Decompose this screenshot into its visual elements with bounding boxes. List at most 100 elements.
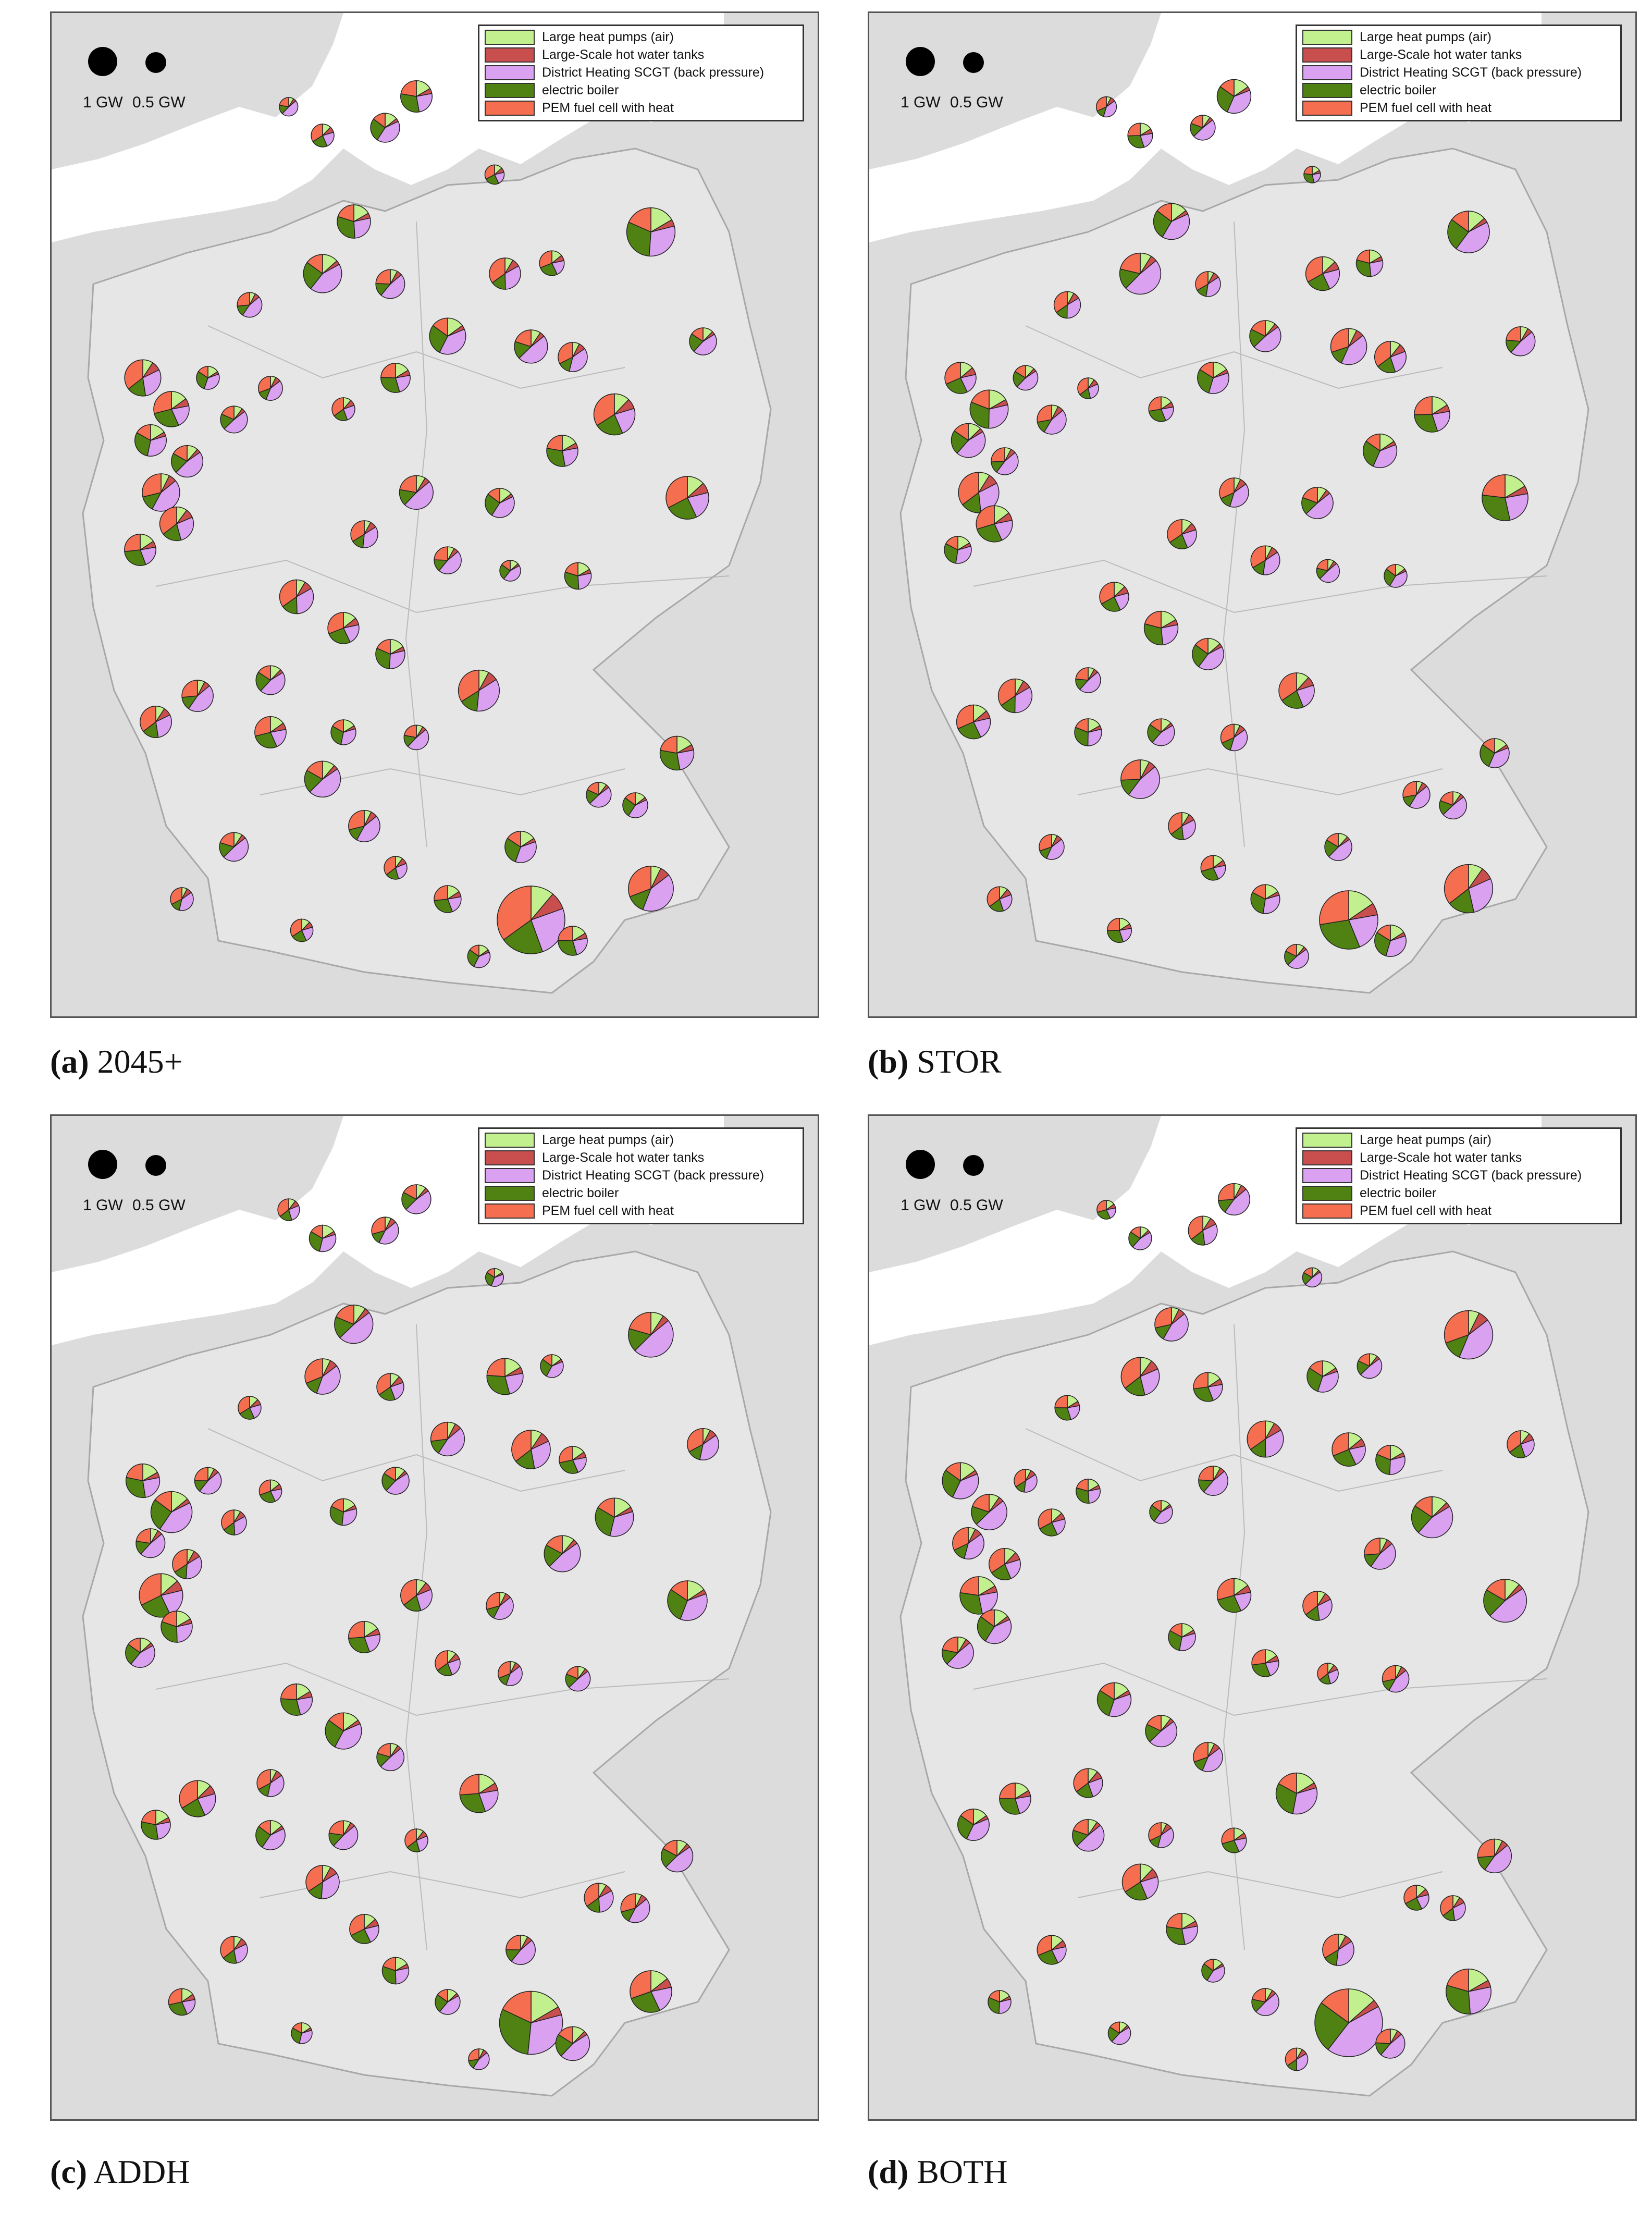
pie-marker <box>1482 474 1528 521</box>
pie-marker <box>1168 812 1196 840</box>
pie-slice <box>371 1217 386 1235</box>
pie-slice <box>558 342 573 364</box>
legend-item: Large-Scale hot water tanks <box>485 46 797 64</box>
pie-marker <box>1362 433 1398 469</box>
pie-slice <box>350 520 365 542</box>
pie-marker <box>124 534 156 566</box>
pie-slice <box>1468 1969 1489 1993</box>
pie-slice <box>186 1556 202 1579</box>
pie-slice <box>596 413 623 436</box>
pie-marker <box>467 944 491 968</box>
pie-slice <box>328 1820 344 1836</box>
pie-slice <box>1307 273 1330 291</box>
pie-marker <box>181 680 214 712</box>
legend-item: PEM fuel cell with heat <box>1302 1202 1615 1220</box>
pie-slice <box>400 1579 417 1606</box>
legend: Large heat pumps (air) Large-Scale hot wa… <box>1296 24 1622 121</box>
pie-slice <box>1043 410 1067 435</box>
pie-marker <box>1193 1372 1223 1402</box>
pie-slice <box>1046 839 1065 860</box>
pie-slice <box>1402 781 1417 798</box>
pie-marker <box>1314 1988 1383 2057</box>
caption-name: ADDH <box>93 2153 190 2190</box>
pie-slice <box>1251 320 1266 337</box>
pie-slice <box>999 1783 1016 1799</box>
pie-slice <box>1348 890 1374 921</box>
legend-swatch <box>1302 1168 1352 1183</box>
pie-slice <box>1072 1819 1089 1836</box>
pie-slice <box>1016 370 1039 391</box>
pie-slice <box>628 866 651 898</box>
pie-slice <box>327 612 344 634</box>
pie-slice <box>544 1544 563 1567</box>
pie-slice <box>999 1798 1020 1815</box>
pie-slice <box>438 551 462 574</box>
pie-marker <box>1168 1623 1196 1651</box>
pie-slice <box>141 1810 156 1825</box>
pie-slice <box>1193 119 1216 141</box>
legend-swatch <box>485 65 535 80</box>
pie-slice <box>1292 1787 1318 1815</box>
pie-slice <box>135 1528 151 1544</box>
pie-marker <box>1374 341 1407 373</box>
pie-slice <box>1505 493 1528 521</box>
pie-slice <box>125 1477 146 1498</box>
pie-marker <box>1074 718 1102 746</box>
pie-slice <box>976 505 995 530</box>
pie-slice <box>969 401 990 429</box>
pie-marker <box>498 1661 523 1686</box>
pie-slice <box>1355 259 1372 277</box>
pie-slice <box>628 1328 652 1351</box>
pie-slice <box>1484 1845 1512 1874</box>
pie-slice <box>486 1358 506 1377</box>
pie-slice <box>944 543 958 564</box>
pie-slice <box>196 1793 216 1816</box>
pie-slice <box>175 451 204 478</box>
pie-marker <box>1216 79 1252 114</box>
legend: Large heat pumps (air) Large-Scale hot wa… <box>1296 1127 1622 1224</box>
pie-marker <box>1054 1395 1080 1421</box>
pie-marker <box>277 1198 300 1221</box>
pie-marker <box>434 885 462 913</box>
pie-slice <box>194 1467 208 1481</box>
pie-slice <box>1317 1663 1328 1681</box>
legend-item: Large-Scale hot water tanks <box>1302 46 1615 64</box>
pie-marker <box>1375 2029 1406 2059</box>
pie-slice <box>221 1509 235 1531</box>
pie-slice <box>511 1430 532 1462</box>
pie-slice <box>1095 96 1107 112</box>
pie-slice <box>1193 1742 1209 1763</box>
pie-slice <box>348 1621 365 1639</box>
pie-slice <box>1376 1445 1391 1461</box>
pie-slice <box>991 1563 1012 1580</box>
pie-slice <box>1201 1963 1214 1981</box>
pie-marker <box>255 665 286 695</box>
pie-slice <box>1153 210 1172 238</box>
pie-slice <box>459 1774 479 1796</box>
pie-marker <box>221 1509 247 1535</box>
pie-slice <box>329 1506 344 1526</box>
pie-slice <box>277 1198 289 1217</box>
pie-slice <box>395 863 408 880</box>
pie-slice <box>1127 135 1145 149</box>
pie-slice <box>1166 1913 1182 1930</box>
pie-slice <box>1179 1632 1196 1651</box>
pie-slice <box>1328 839 1352 861</box>
pie-marker <box>434 546 462 574</box>
pie-slice <box>1039 1521 1058 1537</box>
pie-slice <box>179 1780 198 1809</box>
pie-slice <box>665 1846 694 1873</box>
pie-slice <box>1167 519 1182 543</box>
pie-slice <box>1444 1310 1469 1344</box>
pie-slice <box>1229 483 1249 508</box>
pie-slice <box>1302 1591 1318 1616</box>
pie-marker <box>1038 1508 1066 1537</box>
pie-marker <box>991 447 1019 475</box>
pie-slice <box>416 1835 428 1852</box>
pie-marker <box>1099 582 1129 612</box>
pie-slice <box>395 1967 410 1985</box>
pie-slice <box>549 1542 581 1572</box>
legend-label: PEM fuel cell with heat <box>1360 100 1491 115</box>
legend-swatch <box>1302 1132 1352 1148</box>
pie-slice <box>376 120 400 143</box>
